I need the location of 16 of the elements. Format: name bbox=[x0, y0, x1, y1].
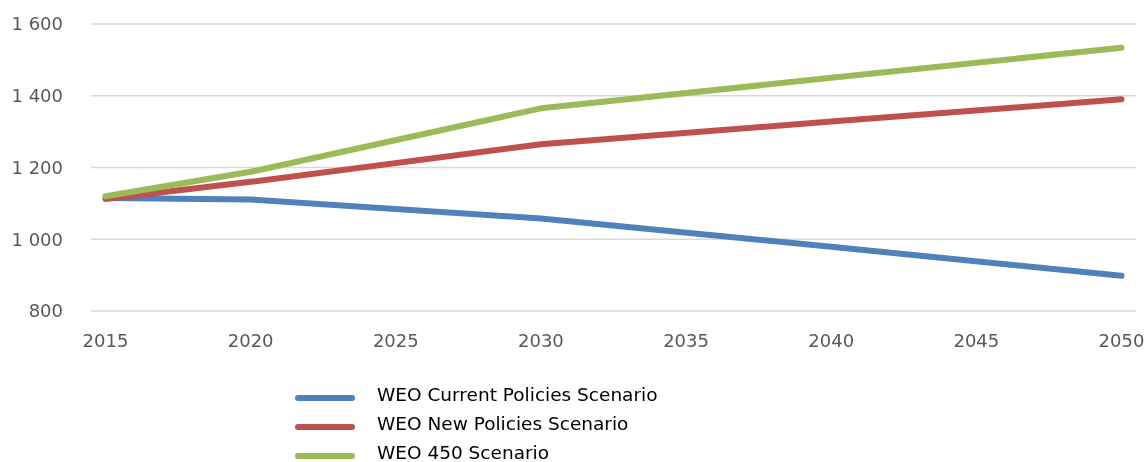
x-tick-label: 2045 bbox=[953, 330, 1000, 351]
x-tick-label: 2030 bbox=[518, 330, 564, 351]
legend-label: WEO 450 Scenario bbox=[377, 442, 550, 462]
y-tick-label: 1 600 bbox=[11, 13, 63, 35]
x-tick-label: 2050 bbox=[1098, 330, 1145, 351]
legend-label: WEO Current Policies Scenario bbox=[377, 384, 658, 406]
y-tick-label: 1 000 bbox=[11, 228, 63, 250]
x-tick-label: 2040 bbox=[808, 330, 855, 351]
legend-label: WEO New Policies Scenario bbox=[377, 413, 629, 435]
x-tick-label: 2020 bbox=[227, 330, 274, 351]
x-tick-label: 2015 bbox=[82, 330, 129, 351]
x-tick-label: 2035 bbox=[663, 330, 709, 351]
y-tick-label: 1 200 bbox=[11, 156, 63, 178]
y-tick-label: 800 bbox=[28, 300, 63, 322]
y-tick-label: 1 400 bbox=[11, 85, 63, 107]
x-tick-label: 2025 bbox=[372, 330, 419, 351]
